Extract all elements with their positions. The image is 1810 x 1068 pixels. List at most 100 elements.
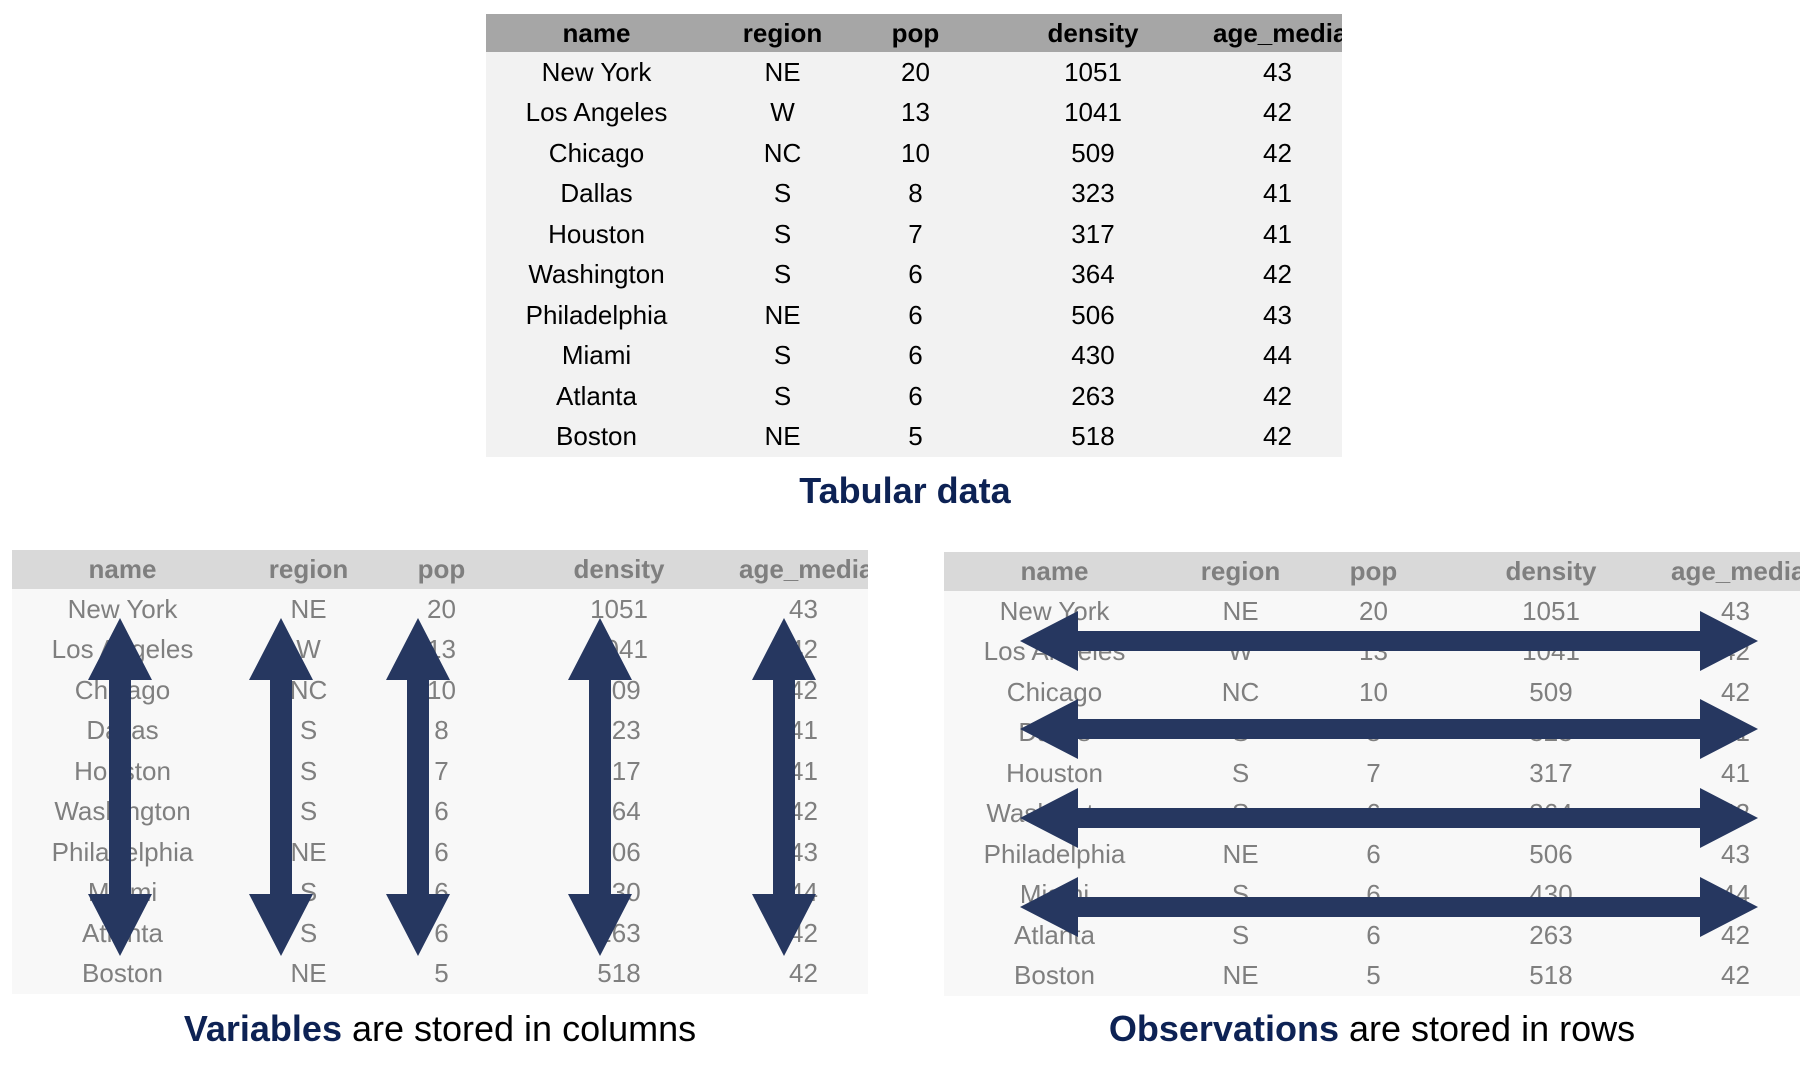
cell-name: Miami: [87, 877, 158, 908]
cell-age-median: 42: [1263, 259, 1292, 290]
cell-age-median: 42: [789, 674, 818, 705]
cell-density: 1041: [1522, 636, 1580, 667]
cell-region: S: [1231, 798, 1250, 829]
cell-density: 263: [1071, 380, 1115, 411]
cell-density: 323: [1529, 717, 1573, 748]
cell-pop: 6: [908, 380, 923, 411]
cell-pop: 7: [908, 218, 923, 249]
cell-pop: 10: [1359, 676, 1388, 707]
cell-age-median: 43: [1721, 838, 1750, 869]
cell-density: 518: [597, 958, 641, 989]
cell-density: 263: [597, 917, 641, 948]
cell-pop: 10: [427, 674, 456, 705]
cell-density: 430: [597, 877, 641, 908]
cell-region: W: [1228, 636, 1253, 667]
cell-region: S: [299, 796, 318, 827]
caption-observations-emphasis: Observations: [1108, 1008, 1339, 1049]
table-row: Los Angeles W 13 1041 42: [486, 93, 1342, 134]
cell-density: 323: [597, 715, 641, 746]
caption-variables: Variables are stored in columns: [12, 1008, 868, 1050]
cell-region: S: [1231, 919, 1250, 950]
cell-name: Miami: [561, 340, 632, 371]
caption-observations-rest: are stored in rows: [1338, 1008, 1636, 1049]
cell-age-median: 41: [1263, 218, 1292, 249]
cell-pop: 8: [908, 178, 923, 209]
cell-density: 509: [1529, 676, 1573, 707]
column-header-age-median: age_median: [1213, 14, 1342, 52]
column-header-pop: pop: [1316, 552, 1431, 591]
column-header-name: name: [944, 552, 1165, 591]
cell-name: Atlanta: [556, 380, 637, 411]
table-row: Washington S 6 364 42: [486, 255, 1342, 296]
cell-density: 317: [597, 755, 641, 786]
cell-pop: 5: [434, 958, 449, 989]
table-row: Boston NE 5 518 42: [486, 417, 1342, 458]
cell-pop: 7: [434, 755, 449, 786]
cell-name: Boston: [1014, 960, 1095, 991]
cell-region: NE: [764, 56, 801, 87]
cell-age-median: 43: [1721, 595, 1750, 626]
cell-density: 323: [1071, 178, 1115, 209]
table-row: Miami S 6 430 44: [12, 873, 868, 914]
cell-density: 430: [1071, 340, 1115, 371]
cell-age-median: 43: [1263, 56, 1292, 87]
table-row: Los Angeles W 13 1041 42: [12, 630, 868, 671]
column-header-region: region: [1165, 552, 1316, 591]
cell-density: 518: [1071, 421, 1115, 452]
cell-pop: 5: [908, 421, 923, 452]
cell-age-median: 42: [1721, 960, 1750, 991]
cell-pop: 6: [1366, 879, 1381, 910]
table-row: Washington S 6 364 42: [12, 792, 868, 833]
cell-density: 509: [1071, 137, 1115, 168]
cell-density: 263: [1529, 919, 1573, 950]
cell-pop: 6: [908, 299, 923, 330]
caption-tabular-data: Tabular data: [799, 470, 1011, 511]
cell-age-median: 42: [789, 958, 818, 989]
cell-pop: 6: [908, 340, 923, 371]
cell-pop: 20: [1359, 595, 1388, 626]
table-row: New York NE 20 1051 43: [486, 52, 1342, 93]
cell-age-median: 42: [1263, 137, 1292, 168]
cell-name: Dallas: [1018, 717, 1091, 748]
table-row: Dallas S 8 323 41: [486, 174, 1342, 215]
cell-density: 518: [1529, 960, 1573, 991]
cell-age-median: 42: [789, 917, 818, 948]
caption-variables-emphasis: Variables: [183, 1008, 342, 1049]
cell-age-median: 44: [789, 877, 818, 908]
column-header-age-median: age_median: [739, 550, 868, 589]
column-header-region: region: [233, 550, 384, 589]
table-row: Washington S 6 364 42: [944, 794, 1800, 835]
cell-name: Los Angeles: [525, 97, 668, 128]
table-row: Chicago NC 10 509 42: [12, 670, 868, 711]
cell-region: NE: [290, 593, 327, 624]
table-row: Atlanta S 6 263 42: [12, 913, 868, 954]
cell-density: 317: [1529, 757, 1573, 788]
cell-pop: 13: [1359, 636, 1388, 667]
caption-observations: Observations are stored in rows: [944, 1008, 1800, 1050]
table-row: Houston S 7 317 41: [944, 753, 1800, 794]
cell-name: Washington: [986, 798, 1123, 829]
cell-density: 1051: [590, 593, 648, 624]
cell-name: New York: [541, 56, 652, 87]
cell-pop: 7: [1366, 757, 1381, 788]
table-row: Boston NE 5 518 42: [12, 954, 868, 995]
table-row: New York NE 20 1051 43: [12, 589, 868, 630]
cell-name: Boston: [556, 421, 637, 452]
cell-region: NC: [763, 137, 802, 168]
cell-name: Chicago: [1006, 676, 1103, 707]
cell-name: Boston: [82, 958, 163, 989]
table-row: Houston S 7 317 41: [12, 751, 868, 792]
table-row: Miami S 6 430 44: [486, 336, 1342, 377]
cell-region: S: [1231, 879, 1250, 910]
table-row: Houston S 7 317 41: [486, 214, 1342, 255]
cell-pop: 6: [434, 836, 449, 867]
cell-region: NC: [289, 674, 328, 705]
table-row: Atlanta S 6 263 42: [944, 915, 1800, 956]
cell-age-median: 41: [1721, 757, 1750, 788]
cell-density: 317: [1071, 218, 1115, 249]
cell-pop: 6: [434, 877, 449, 908]
table-row: Miami S 6 430 44: [944, 875, 1800, 916]
